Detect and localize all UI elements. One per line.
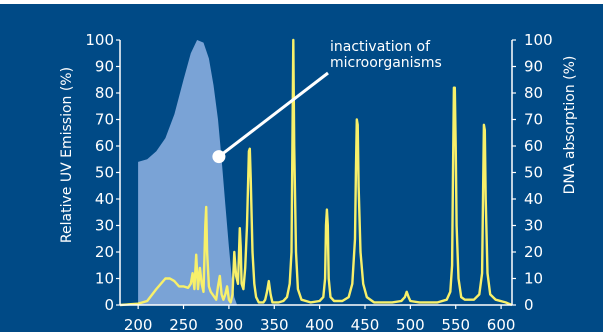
y-right-tick-label: 0: [524, 296, 534, 314]
x-tick-label: 450: [351, 316, 380, 334]
y-axis-right-title: DNA absorption (%): [562, 56, 578, 195]
y-right-tick-label: 10: [524, 270, 543, 288]
y-right-tick-label: 90: [524, 58, 543, 76]
annotation-marker: [212, 150, 226, 164]
y-left-tick-label: 0: [104, 296, 114, 314]
annotation-leader-line: [217, 71, 329, 158]
annotation: inactivation of microorganisms: [212, 39, 442, 164]
series-layer: [119, 38, 513, 307]
x-tick-label: 600: [487, 316, 516, 334]
y-left-tick-label: 50: [95, 164, 114, 182]
y-right-tick-label: 80: [524, 84, 543, 102]
y-left-tick-label: 10: [95, 270, 114, 288]
y-right-tick-label: 40: [524, 190, 543, 208]
axes-layer: 200 250 300 350 400 450 500 550 600 0 0 10 10 20 20 30 3…: [85, 31, 552, 334]
x-tick-label: 200: [124, 316, 153, 334]
y-left-tick-label: 30: [95, 217, 114, 235]
x-tick-label: 250: [169, 316, 198, 334]
series-line-1: [119, 38, 513, 307]
y-left-tick-label: 60: [95, 137, 114, 155]
y-right-tick-label: 70: [524, 111, 543, 129]
y-right-tick-label: 20: [524, 243, 543, 261]
y-right-tick-label: 30: [524, 217, 543, 235]
y-left-tick-label: 70: [95, 111, 114, 129]
y-left-tick-label: 90: [95, 58, 114, 76]
series-area-0: [138, 40, 238, 305]
y-right-tick-label: 50: [524, 164, 543, 182]
bottom-border: [0, 332, 603, 336]
y-left-tick-label: 20: [95, 243, 114, 261]
x-tick-label: 500: [396, 316, 425, 334]
y-right-tick-label: 100: [524, 31, 553, 49]
annotation-text-line-2: microorganisms: [330, 55, 442, 71]
top-border: [0, 0, 603, 4]
y-left-tick-label: 80: [95, 84, 114, 102]
y-left-tick-label: 40: [95, 190, 114, 208]
x-tick-label: 300: [215, 316, 244, 334]
x-tick-label: 400: [305, 316, 334, 334]
y-right-tick-label: 60: [524, 137, 543, 155]
y-left-tick-label: 100: [85, 31, 114, 49]
x-tick-label: 350: [260, 316, 289, 334]
x-tick-label: 550: [441, 316, 470, 334]
annotation-text-line-1: inactivation of: [330, 39, 431, 55]
y-axis-left-title: Relative UV Emission (%): [59, 67, 75, 243]
